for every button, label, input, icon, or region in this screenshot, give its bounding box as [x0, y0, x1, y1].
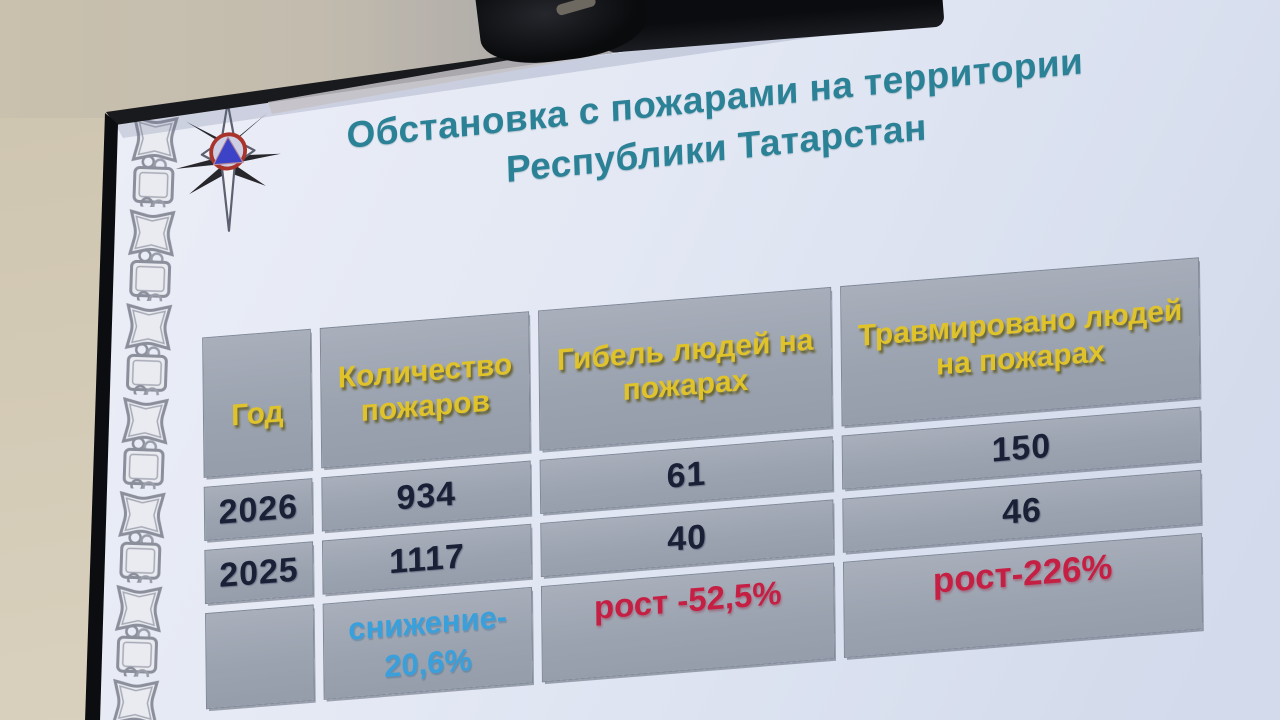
cell-change-injured: рост-226% — [842, 532, 1203, 659]
cell-year-2025: 2025 — [204, 541, 314, 605]
chain-ornament-border — [103, 112, 185, 720]
fire-statistics-table: Год Количество пожаров Гибель людей на п… — [202, 257, 1203, 710]
header-fire-count: Количество пожаров — [319, 311, 531, 469]
emercom-star-emblem-icon — [175, 101, 281, 232]
header-year: Год — [202, 328, 313, 478]
cell-change-empty — [205, 604, 315, 710]
cell-fires-2025: 1117 — [321, 523, 532, 595]
slide-content: Обстановка с пожарами на территории Респ… — [112, 14, 1280, 720]
header-deaths: Гибель людей на пожарах — [538, 286, 833, 451]
cell-change-fires: снижение- 20,6% — [322, 586, 533, 700]
cell-fires-2026: 934 — [321, 460, 532, 532]
cell-change-deaths: рост -52,5% — [540, 562, 836, 683]
header-injured: Травмировано людей на пожарах — [840, 257, 1201, 427]
chain-ornament-icon — [103, 112, 185, 720]
cell-year-2026: 2026 — [203, 478, 313, 541]
